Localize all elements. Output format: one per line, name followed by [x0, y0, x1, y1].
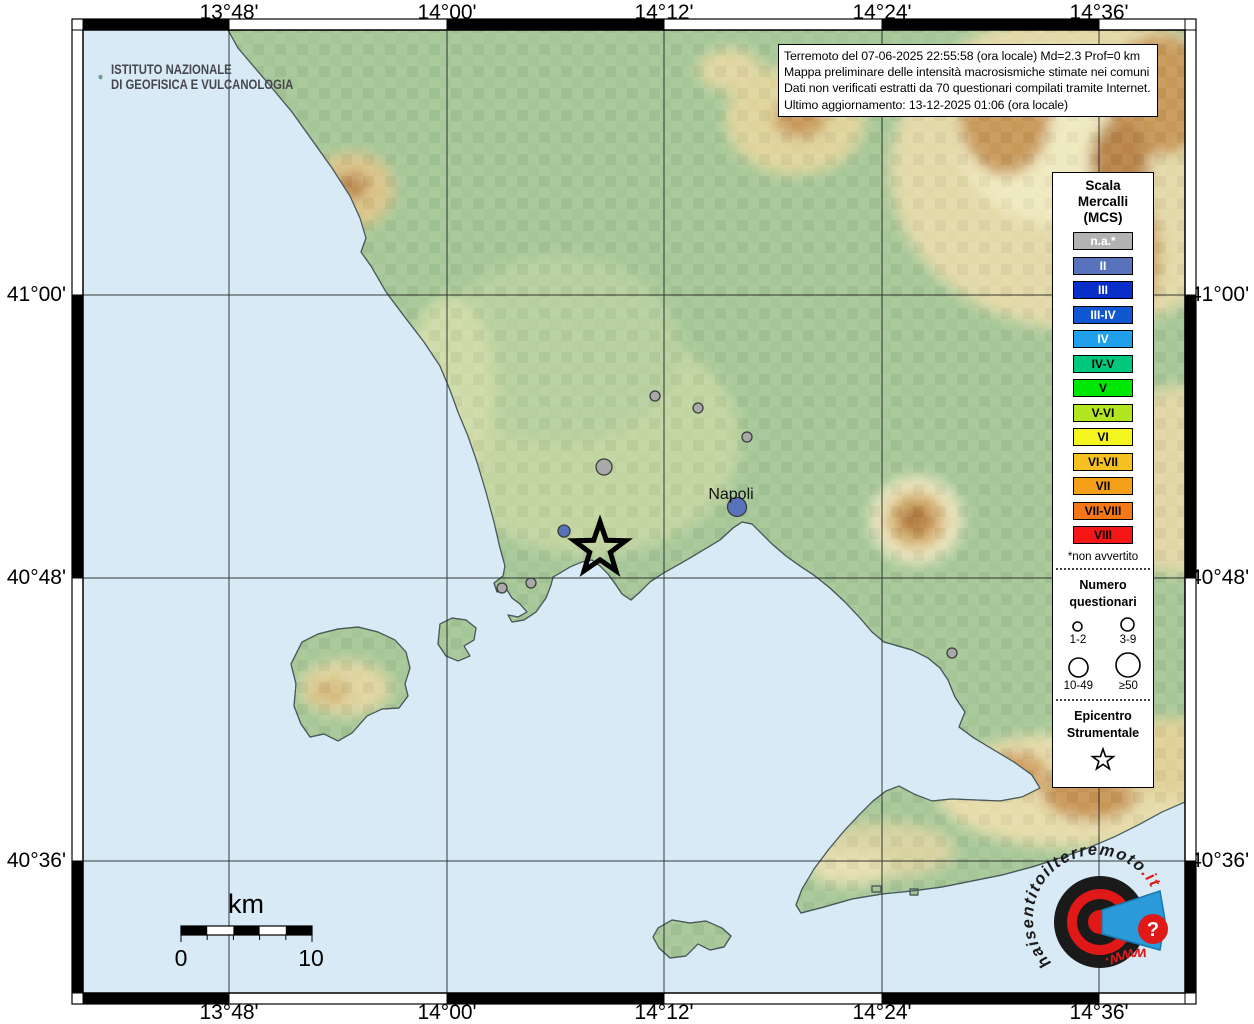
axis-tick: 40°36': [1190, 849, 1250, 872]
axis-tick: 40°48': [1190, 566, 1250, 589]
questionnaire-class-1-2: 1-2: [1069, 620, 1087, 646]
legend-swatch-VIII: VIII: [1073, 526, 1133, 544]
circle-size-icon: [1120, 616, 1136, 632]
question-mark: ?: [1147, 919, 1159, 941]
legend-divider: [1056, 567, 1150, 570]
legend-swatch-IV-V: IV-V: [1073, 354, 1133, 373]
questionnaire-class-label: 3-9: [1119, 633, 1137, 646]
questionnaire-title-line: Numero: [1079, 577, 1127, 592]
axis-tick: 14°00': [417, 1001, 477, 1024]
legend-swatch-II: II: [1073, 256, 1133, 275]
intensity-dot-na: [692, 402, 704, 414]
circle-size-icon: [1072, 620, 1084, 632]
intensity-dot-na: [525, 577, 537, 589]
legend-swatch-IV: IV: [1073, 330, 1133, 348]
legend-swatch-VII: VII: [1073, 477, 1133, 495]
question-badge: [1138, 914, 1168, 944]
legend-swatch-VI-VII: VI-VII: [1073, 452, 1133, 471]
axis-tick: 40°48': [6, 566, 66, 589]
intensity-dot-na: [649, 390, 661, 402]
legend: Scala Mercalli (MCS) n.a.* II III III-IV IV I…: [1052, 172, 1154, 788]
axis-tick: 13°48': [199, 1001, 259, 1024]
axis-tick: 14°12': [634, 1001, 694, 1024]
questionnaire-class-10-49: 10-49: [1064, 656, 1093, 692]
questionnaire-class-3-9: 3-9: [1119, 616, 1136, 646]
axis-tick: 41°00': [1190, 283, 1250, 306]
scale-bar-unit: km: [228, 889, 264, 919]
info-line-data-source: Dati non verificati estratti da 70 quest…: [784, 81, 1151, 96]
scale-bar-end: 10: [298, 945, 324, 971]
questionnaire-class-label: ≥50: [1118, 679, 1138, 692]
legend-footnote: *non avvertito: [1067, 550, 1139, 563]
legend-swatch-n.a.*: n.a.*: [1073, 232, 1133, 250]
city-label-napoli: Napoli: [708, 486, 753, 503]
intensity-dot-na: [595, 458, 613, 476]
ingv-logo: ISTITUTO NAZIONALE DI GEOFISICA E VULCAN…: [98, 46, 328, 108]
intensity-dot-II: [557, 524, 571, 538]
intensity-dots: [496, 390, 958, 659]
info-line-event: Terremoto del 07-06-2025 22:55:58 (ora l…: [784, 49, 1140, 63]
legend-swatch-III-IV: III-IV: [1073, 305, 1133, 324]
legend-scale-list: n.a.* II III III-IV IV IV-V V V-VI VI VI-VII VII VI…: [1053, 232, 1153, 544]
star-icon: [1090, 746, 1116, 771]
epicenter-title-line: Epicentro: [1074, 708, 1132, 723]
scale-bar: km 0 10: [175, 889, 324, 971]
axis-tick: 14°24': [852, 1001, 912, 1024]
axis-tick: 13°48': [199, 1, 259, 24]
questionnaire-row-large: 10-49 ≥50: [1053, 651, 1153, 692]
axis-tick: 14°12': [634, 1, 694, 24]
axis-tick: 14°24': [852, 1, 912, 24]
circle-size-icon: [1068, 656, 1089, 678]
legend-swatch-III: III: [1073, 281, 1133, 299]
epicenter-title-line: Strumentale: [1066, 725, 1140, 740]
legend-swatch-V-VI: V-VI: [1073, 403, 1133, 422]
questionnaire-class-≥50: ≥50: [1114, 651, 1142, 692]
intensity-dot-na: [496, 582, 508, 594]
legend-title-line: Mercalli: [1077, 194, 1129, 209]
circle-size-icon: [1115, 651, 1142, 678]
map-frame: [71, 18, 1197, 1005]
ingv-name-line1: ISTITUTO NAZIONALE: [110, 62, 232, 77]
questionnaire-class-label: 10-49: [1063, 679, 1094, 692]
questionnaire-class-label: 1-2: [1069, 633, 1087, 646]
questionnaire-row-small: 1-2 3-9: [1053, 616, 1153, 646]
ingv-name-line2: DI GEOFISICA E VULCANOLOGIA: [110, 77, 294, 92]
earthquake-info-box: Terremoto del 07-06-2025 22:55:58 (ora l…: [778, 44, 1158, 117]
intensity-dot-II: [726, 496, 748, 518]
graticule: [83, 30, 1185, 993]
legend-swatch-VII-VIII: VII-VIII: [1073, 501, 1133, 520]
axis-tick: 14°00': [417, 1, 477, 24]
info-line-updated: Ultimo aggiornamento: 13-12-2025 01:06 (…: [784, 97, 1069, 112]
legend-swatch-V: V: [1073, 379, 1133, 397]
scale-bar-start: 0: [175, 945, 188, 971]
axis-tick: 14°36': [1069, 1001, 1129, 1024]
legend-title-line: Scala: [1085, 178, 1121, 193]
questionnaire-title-line: questionari: [1069, 594, 1137, 609]
intensity-dot-na: [946, 647, 958, 659]
intensity-dot-na: [741, 431, 753, 443]
axis-tick: 40°36': [6, 849, 66, 872]
axis-tick: 41°00': [6, 283, 66, 306]
legend-divider: [1056, 698, 1150, 701]
legend-title-line: (MCS): [1083, 210, 1123, 225]
info-line-map-type: Mappa preliminare delle intensità macros…: [784, 65, 1150, 80]
ingv-globe-icon: [98, 74, 103, 80]
axis-tick: 14°36': [1069, 1, 1129, 24]
legend-epicenter-star: [1053, 746, 1153, 779]
legend-swatch-VI: VI: [1073, 428, 1133, 446]
